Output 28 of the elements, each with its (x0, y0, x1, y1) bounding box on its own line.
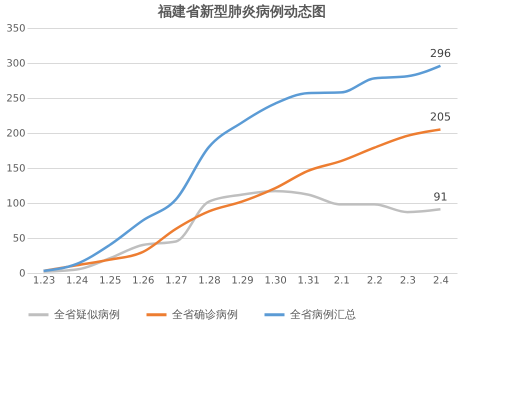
y-tick-label: 0 (19, 268, 26, 280)
data-label: 296 (430, 46, 451, 60)
x-tick-label: 1.24 (66, 276, 88, 286)
y-tick-label: 50 (12, 234, 26, 244)
x-tick-label: 2.4 (433, 276, 449, 286)
x-tick-label: 1.25 (99, 276, 122, 286)
x-tick-label: 2.2 (366, 276, 383, 286)
x-tick-label: 1.28 (198, 276, 221, 286)
data-label: 205 (430, 110, 451, 124)
x-tick-label: 2.3 (400, 276, 416, 286)
y-tick-label: 100 (6, 198, 26, 210)
y-tick-label: 350 (6, 24, 26, 34)
x-tick-label: 1.26 (132, 276, 154, 286)
y-tick-label: 250 (6, 94, 26, 104)
y-tick-label: 300 (6, 58, 26, 70)
x-tick-label: 1.23 (32, 276, 56, 286)
legend-label: 全省病例汇总 (290, 308, 356, 321)
chart-title: 福建省新型肺炎病例动态图 (157, 3, 326, 20)
legend-label: 全省疑似病例 (54, 308, 120, 321)
y-tick-label: 150 (6, 164, 26, 174)
x-tick-label: 2.1 (334, 276, 350, 286)
x-tick-label: 1.30 (264, 276, 287, 286)
data-label: 91 (433, 190, 448, 204)
y-tick-label: 200 (6, 128, 26, 140)
x-tick-label: 1.29 (231, 276, 254, 286)
x-tick-label: 1.31 (298, 276, 320, 286)
x-tick-label: 1.27 (165, 276, 188, 286)
legend-label: 全省确诊病例 (172, 308, 238, 321)
